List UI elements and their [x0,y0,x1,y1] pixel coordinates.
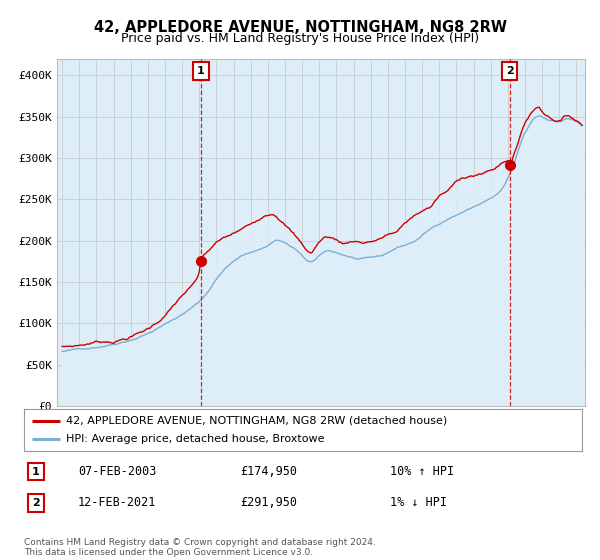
Text: 2: 2 [32,498,40,508]
Text: 07-FEB-2003: 07-FEB-2003 [78,465,157,478]
Text: 42, APPLEDORE AVENUE, NOTTINGHAM, NG8 2RW: 42, APPLEDORE AVENUE, NOTTINGHAM, NG8 2R… [94,20,506,35]
Text: 1: 1 [32,466,40,477]
Text: Contains HM Land Registry data © Crown copyright and database right 2024.
This d: Contains HM Land Registry data © Crown c… [24,538,376,557]
Text: £174,950: £174,950 [240,465,297,478]
Text: 12-FEB-2021: 12-FEB-2021 [78,496,157,510]
Text: 1: 1 [197,66,205,76]
Text: £291,950: £291,950 [240,496,297,510]
Text: 1% ↓ HPI: 1% ↓ HPI [390,496,447,510]
Text: HPI: Average price, detached house, Broxtowe: HPI: Average price, detached house, Brox… [66,434,325,444]
Text: 10% ↑ HPI: 10% ↑ HPI [390,465,454,478]
Text: Price paid vs. HM Land Registry's House Price Index (HPI): Price paid vs. HM Land Registry's House … [121,32,479,45]
Text: 42, APPLEDORE AVENUE, NOTTINGHAM, NG8 2RW (detached house): 42, APPLEDORE AVENUE, NOTTINGHAM, NG8 2R… [66,416,447,426]
Text: 2: 2 [506,66,514,76]
